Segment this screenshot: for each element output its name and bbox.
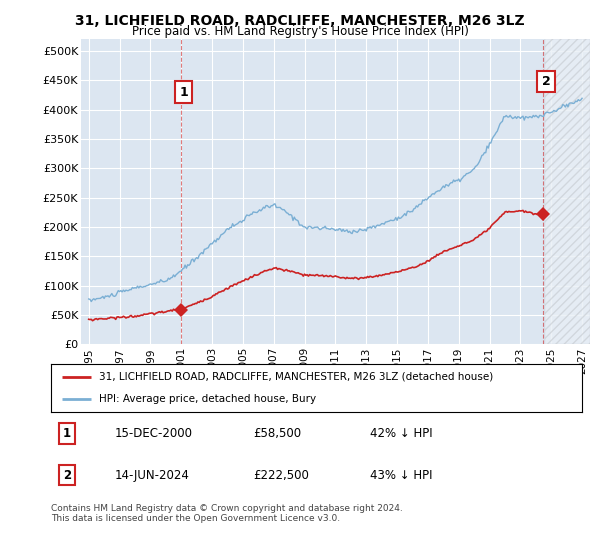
Text: 31, LICHFIELD ROAD, RADCLIFFE, MANCHESTER, M26 3LZ: 31, LICHFIELD ROAD, RADCLIFFE, MANCHESTE…	[75, 14, 525, 28]
Text: 14-JUN-2024: 14-JUN-2024	[115, 469, 190, 482]
Text: 42% ↓ HPI: 42% ↓ HPI	[370, 427, 432, 440]
Text: 43% ↓ HPI: 43% ↓ HPI	[370, 469, 432, 482]
Text: 1: 1	[63, 427, 71, 440]
Text: £222,500: £222,500	[253, 469, 308, 482]
Text: Contains HM Land Registry data © Crown copyright and database right 2024.
This d: Contains HM Land Registry data © Crown c…	[51, 504, 403, 524]
Text: 31, LICHFIELD ROAD, RADCLIFFE, MANCHESTER, M26 3LZ (detached house): 31, LICHFIELD ROAD, RADCLIFFE, MANCHESTE…	[99, 372, 493, 382]
Text: Price paid vs. HM Land Registry's House Price Index (HPI): Price paid vs. HM Land Registry's House …	[131, 25, 469, 38]
Text: 2: 2	[542, 75, 550, 88]
Text: 15-DEC-2000: 15-DEC-2000	[115, 427, 193, 440]
Text: £58,500: £58,500	[253, 427, 301, 440]
Text: 2: 2	[63, 469, 71, 482]
Text: HPI: Average price, detached house, Bury: HPI: Average price, detached house, Bury	[99, 394, 316, 404]
Text: 1: 1	[179, 86, 188, 99]
